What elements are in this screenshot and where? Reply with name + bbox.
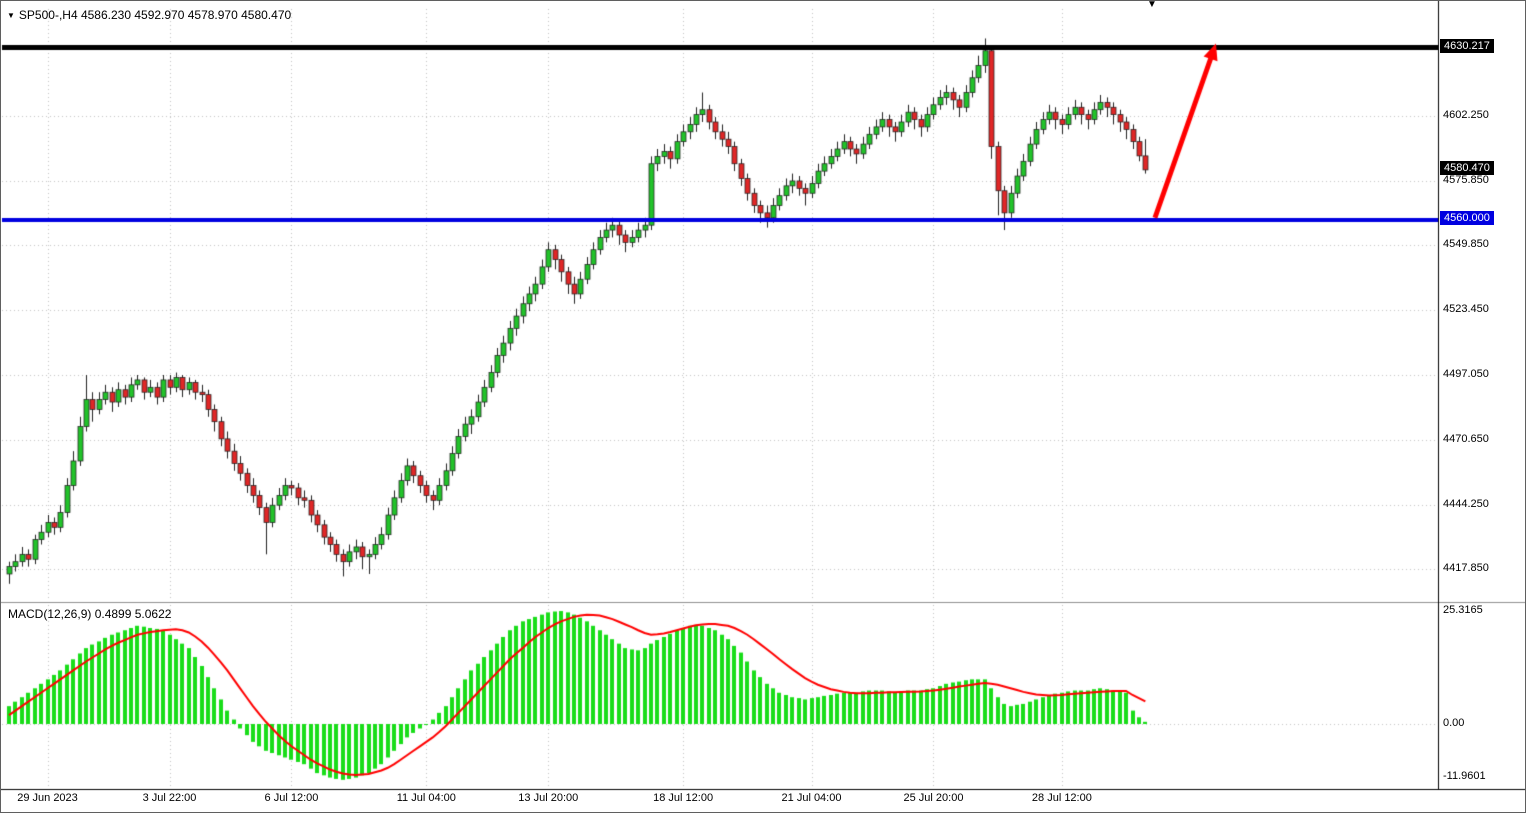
- price-tick-label: 4497.050: [1443, 367, 1489, 380]
- price-tick-label: 4549.850: [1443, 238, 1489, 251]
- time-tick-label: 6 Jul 12:00: [264, 792, 319, 804]
- quote-text: SP500-,H4 4586.230 4592.970 4578.970 458…: [18, 8, 292, 22]
- hline-price-tag: 4630.217: [1440, 38, 1494, 53]
- indicator-tick-label: -11.9601: [1443, 770, 1486, 783]
- current-price-tag: 4580.470: [1440, 160, 1494, 175]
- price-tick-label: 4575.850: [1443, 174, 1489, 187]
- time-tick-label: 3 Jul 22:00: [142, 792, 197, 804]
- time-tick-label: 13 Jul 20:00: [518, 792, 579, 804]
- time-axis[interactable]: 29 Jun 2023 3 Jul 22:00 6 Jul 12:00 11 Jul …: [1, 790, 1525, 812]
- indicator-label: MACD(12,26,9) 0.4899 5.0622: [8, 607, 172, 621]
- price-tick-label: 4444.250: [1443, 497, 1489, 510]
- time-tick-label: 29 Jun 2023: [17, 792, 78, 804]
- indicator-tick-label: 0.00: [1443, 717, 1465, 729]
- price-tick-label: 4523.450: [1443, 303, 1489, 316]
- time-tick-label: 28 Jul 12:00: [1031, 792, 1092, 804]
- time-tick-label: 25 Jul 20:00: [903, 792, 964, 804]
- price-axis[interactable]: 4602.250 4575.850 4549.850 4523.450 4497.050…: [1439, 1, 1525, 789]
- time-tick-label: 11 Jul 04:00: [396, 792, 456, 804]
- price-tick-label: 4470.650: [1443, 432, 1489, 445]
- quote-line: ▼ SP500-,H4 4586.230 4592.970 4578.970 45…: [7, 8, 291, 22]
- indicator-tick-label: 25.3165: [1443, 603, 1483, 616]
- hline-price-tag: 4560.000: [1440, 211, 1494, 226]
- price-tick-label: 4417.850: [1443, 562, 1489, 575]
- symbol-marker-icon: ▼: [7, 11, 15, 20]
- price-tick-label: 4602.250: [1443, 109, 1489, 122]
- time-tick-label: 21 Jul 04:00: [781, 792, 842, 804]
- time-tick-label: 18 Jul 12:00: [653, 792, 714, 804]
- chart-shift-marker-icon[interactable]: ▼: [1147, 0, 1157, 10]
